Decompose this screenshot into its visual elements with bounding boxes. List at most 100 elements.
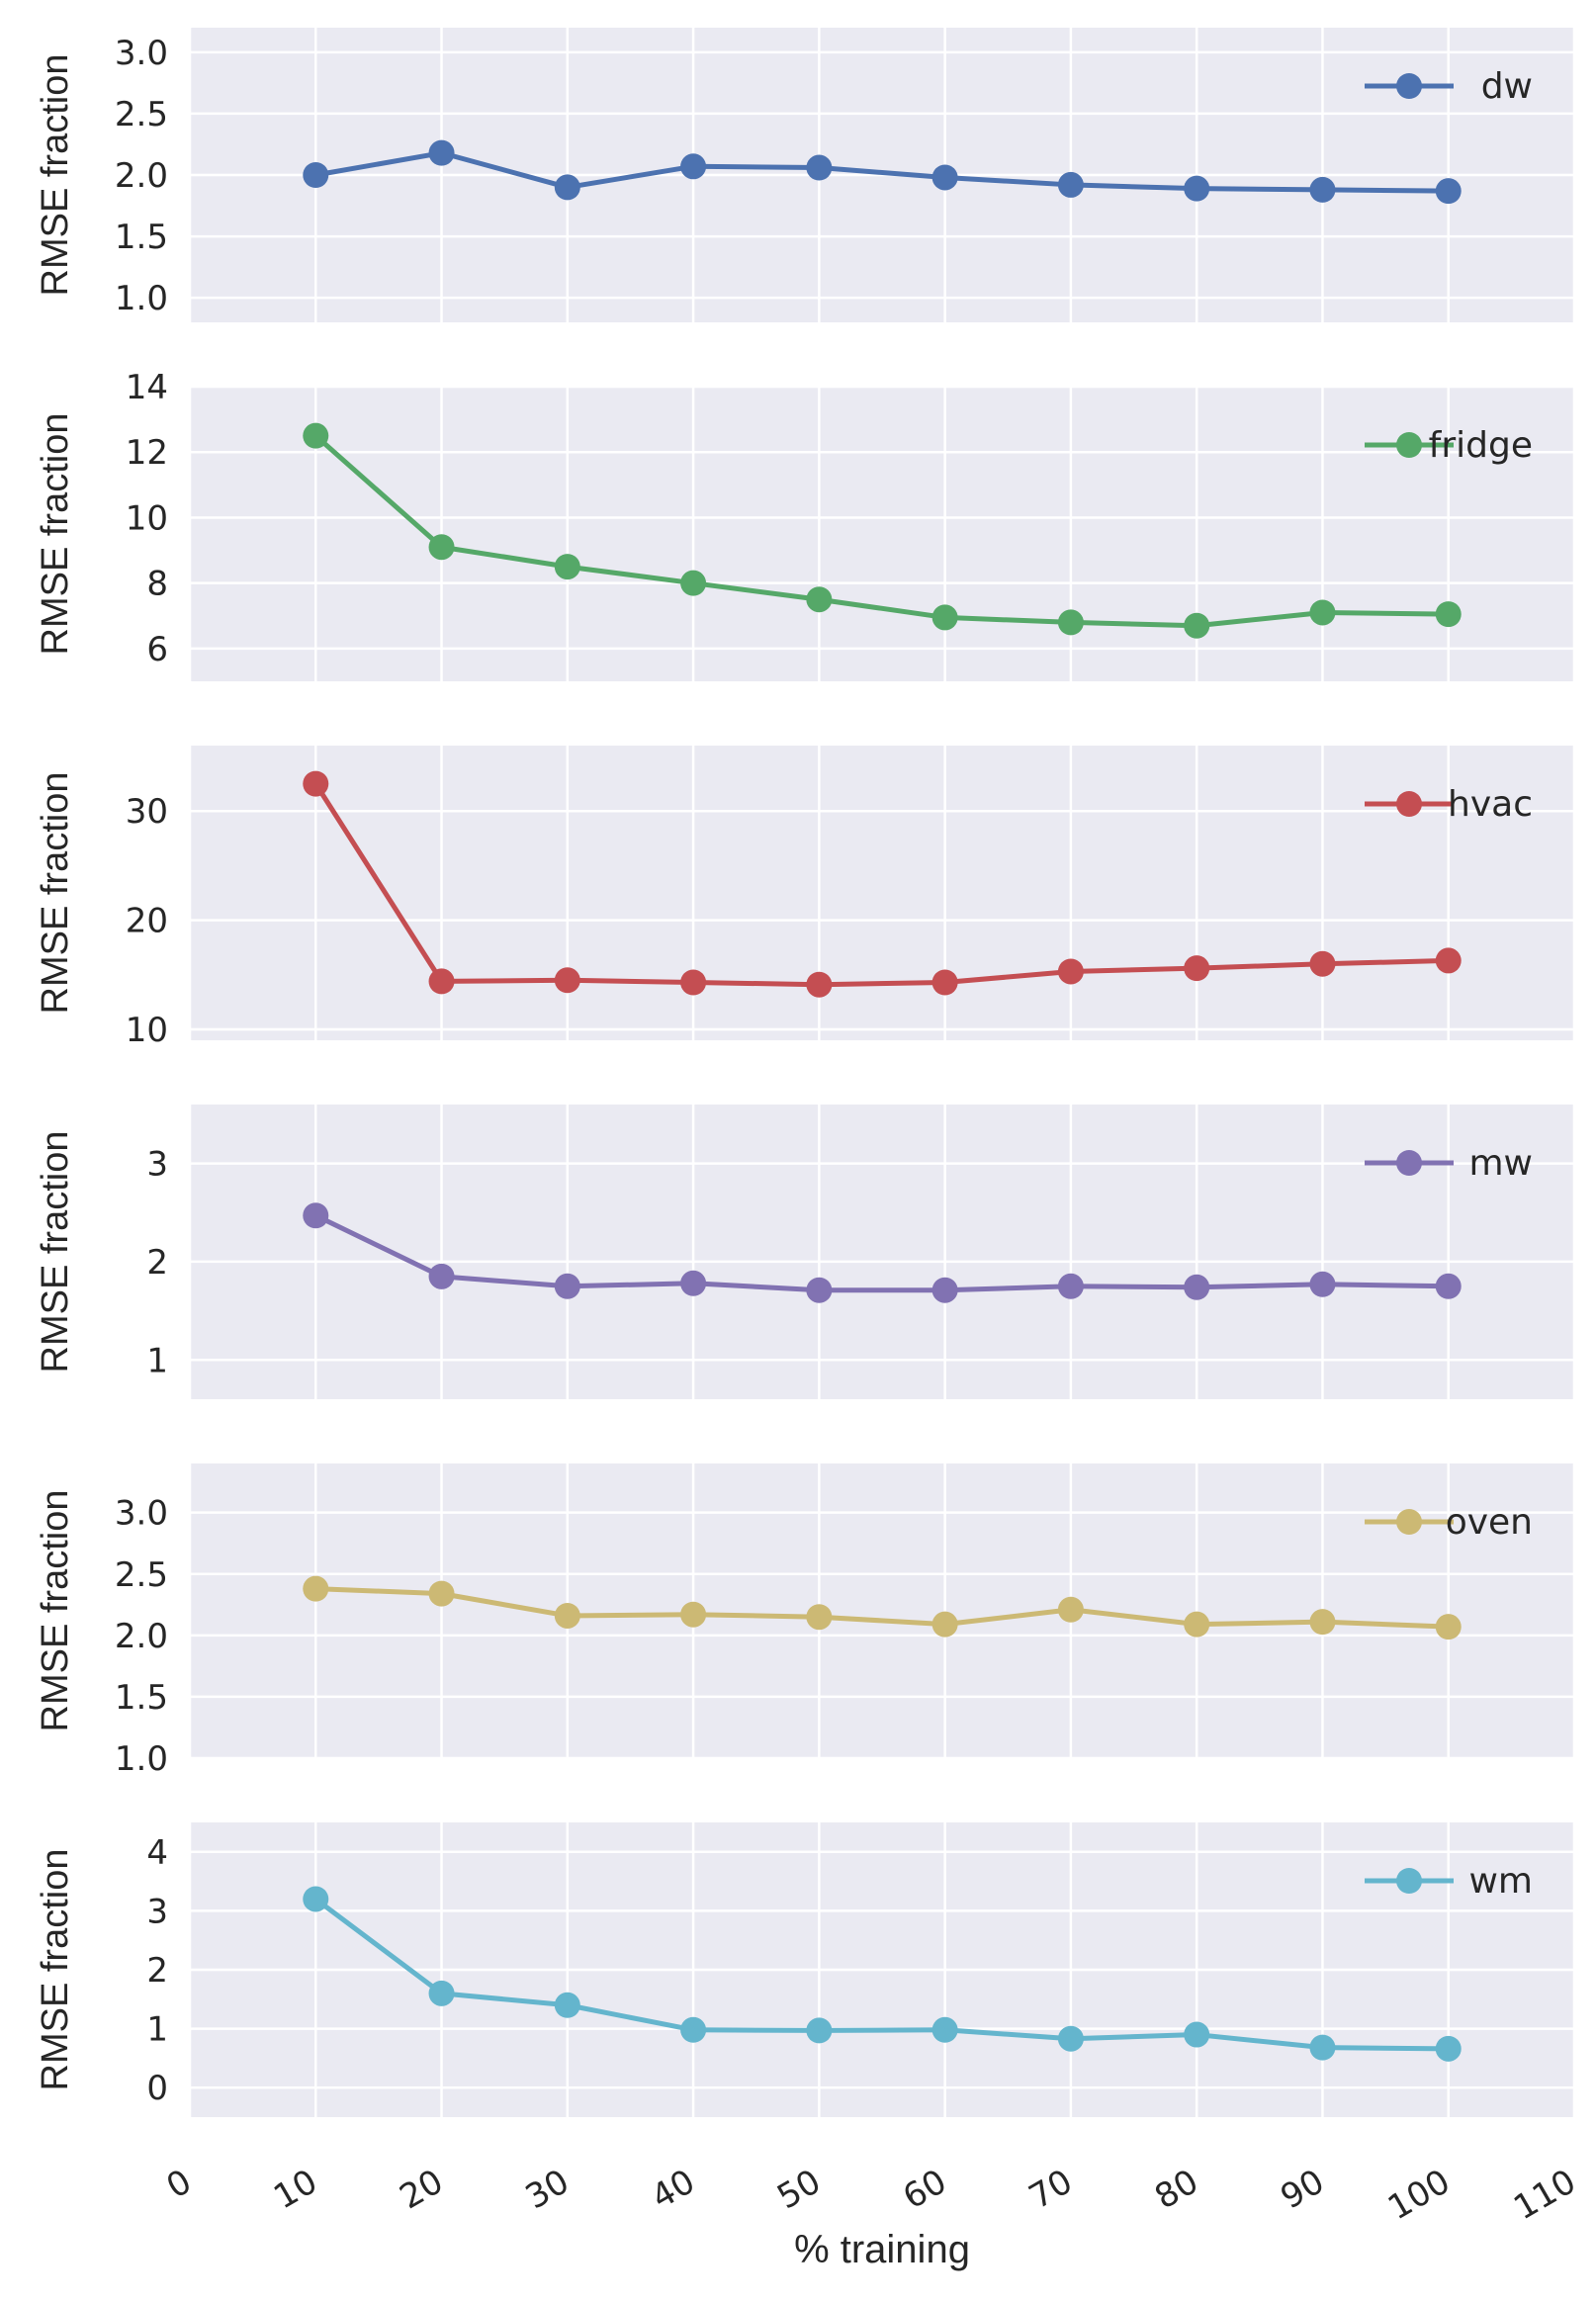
data-point	[806, 2017, 833, 2044]
y-tick-label: 3	[146, 1892, 168, 1931]
data-point	[680, 2016, 707, 2043]
data-point	[554, 174, 580, 201]
legend-label: hvac	[1448, 784, 1533, 825]
series-line-wm	[313, 1897, 1449, 2052]
data-point	[931, 1611, 958, 1638]
y-tick-label: 2.5	[115, 95, 168, 134]
y-axis-label: RMSE fraction	[35, 54, 76, 297]
data-point	[1057, 171, 1084, 198]
data-point	[806, 971, 833, 998]
subplot-wm: 0 1 2 3 4 RMSE fraction wm	[35, 1822, 1576, 2117]
series-line-oven	[315, 1586, 1449, 1630]
x-tick-label: 30	[519, 2162, 576, 2217]
legend-hvac: hvac	[1365, 784, 1533, 825]
data-point	[303, 162, 329, 188]
y-axis-label: RMSE fraction	[35, 413, 76, 656]
data-point	[1184, 1611, 1210, 1638]
y-tick-label: 6	[146, 630, 168, 669]
series-line-hvac	[313, 782, 1449, 988]
y-tick-label: 3.0	[115, 34, 168, 73]
data-point	[1309, 1609, 1336, 1636]
x-tick-label: 100	[1381, 2162, 1457, 2228]
y-tick-label: 20	[126, 902, 168, 941]
x-axis-label: % training	[794, 2228, 970, 2271]
data-point	[680, 1601, 707, 1628]
subplot-mw: 1 2 3 RMSE fraction mw	[35, 1105, 1576, 1399]
series-line-mw	[314, 1212, 1449, 1293]
plot-area	[190, 1105, 1574, 1399]
y-tick-label: 2.0	[115, 156, 168, 196]
x-tick-label: 80	[1148, 2162, 1204, 2217]
data-point	[1057, 1273, 1084, 1299]
plot-area	[190, 1463, 1574, 1758]
data-point	[303, 1202, 329, 1229]
plot-area	[190, 746, 1574, 1040]
data-point	[806, 1604, 833, 1631]
y-tick-label: 1	[146, 2010, 168, 2050]
data-point	[1184, 2021, 1210, 2048]
data-point	[428, 139, 455, 166]
legend-label: wm	[1468, 1861, 1533, 1902]
data-point	[1184, 612, 1210, 639]
data-point	[1309, 950, 1336, 977]
y-tick-label: 4	[146, 1833, 168, 1873]
series-line-dw	[314, 150, 1449, 194]
legend-label: fridge	[1429, 425, 1533, 466]
data-point	[806, 154, 833, 181]
y-tick-label: 12	[126, 433, 168, 473]
data-point	[1309, 599, 1336, 626]
y-tick-label: 14	[126, 368, 168, 407]
data-point	[428, 968, 455, 995]
data-point	[1435, 1273, 1462, 1299]
data-point	[680, 1270, 707, 1296]
x-tick-label: 20	[394, 2162, 450, 2217]
data-point	[931, 164, 958, 191]
data-point	[428, 1580, 455, 1607]
x-axis: 0 10 20 30 40 50 60 70 80 90 100 110	[160, 2162, 1583, 2228]
y-tick-label: 30	[126, 792, 168, 832]
legend-mw: mw	[1365, 1143, 1533, 1184]
data-point	[1057, 609, 1084, 636]
y-tick-label: 2	[146, 1951, 168, 1991]
data-point	[1309, 2034, 1336, 2061]
data-point	[931, 969, 958, 996]
y-axis-label: RMSE fraction	[35, 1131, 76, 1374]
y-tick-label: 10	[126, 1011, 168, 1050]
x-tick-label: 40	[645, 2162, 701, 2217]
x-tick-label: 50	[770, 2162, 827, 2217]
plot-area	[190, 387, 1574, 681]
legend-label: dw	[1481, 66, 1533, 107]
data-point	[554, 1602, 580, 1629]
data-point	[303, 422, 329, 449]
x-tick-label: 90	[1274, 2162, 1330, 2217]
subplot-dw: 1.0 1.5 2.0 2.5 3.0 RMSE fraction dw	[35, 28, 1576, 322]
x-tick-label: 110	[1507, 2162, 1582, 2228]
y-tick-label: 1.0	[115, 279, 168, 318]
legend-dw: dw	[1365, 66, 1533, 107]
y-tick-label: 8	[146, 565, 168, 604]
legend-marker	[1396, 1868, 1422, 1894]
legend-label: oven	[1446, 1502, 1533, 1543]
x-tick-label: 10	[267, 2162, 323, 2217]
y-tick-label: 0	[146, 2069, 168, 2108]
data-point	[1435, 947, 1462, 974]
series-line-fridge	[313, 433, 1449, 629]
data-point	[680, 969, 707, 996]
y-tick-label: 10	[126, 498, 168, 538]
y-axis-label: RMSE fraction	[35, 1490, 76, 1732]
data-point	[1435, 178, 1462, 205]
data-point	[303, 1886, 329, 1912]
y-tick-label: 2.5	[115, 1555, 168, 1595]
data-point	[428, 1263, 455, 1289]
data-point	[931, 2016, 958, 2043]
data-point	[1184, 1274, 1210, 1300]
y-tick-label: 2	[146, 1243, 168, 1283]
legend-marker	[1396, 791, 1422, 817]
data-point	[806, 1277, 833, 1303]
y-axis-label: RMSE fraction	[35, 772, 76, 1015]
data-point	[1309, 1271, 1336, 1297]
data-point	[1435, 1614, 1462, 1640]
data-point	[680, 153, 707, 180]
data-point	[1435, 2035, 1462, 2062]
